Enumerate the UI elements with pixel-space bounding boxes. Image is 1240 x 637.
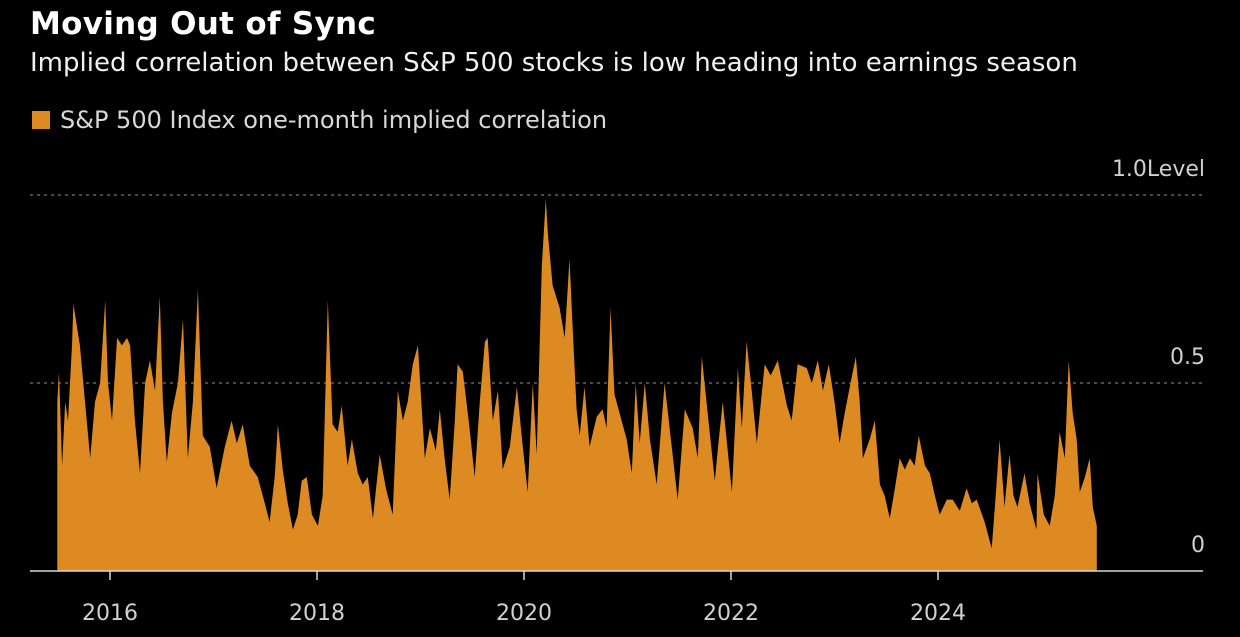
series-area bbox=[57, 198, 1097, 572]
x-tick-label: 2024 bbox=[910, 601, 966, 626]
x-tick-label: 2020 bbox=[496, 601, 552, 626]
x-tick-label: 2016 bbox=[82, 601, 138, 626]
legend-swatch bbox=[32, 111, 50, 129]
y-tick-label: 1.0Level bbox=[1112, 157, 1205, 182]
y-tick-label: 0 bbox=[1191, 533, 1205, 558]
legend-label: S&P 500 Index one-month implied correlat… bbox=[60, 106, 608, 134]
legend: S&P 500 Index one-month implied correlat… bbox=[32, 106, 607, 134]
x-tick-label: 2018 bbox=[289, 601, 345, 626]
y-tick-label: 0.5 bbox=[1170, 345, 1205, 370]
chart-subtitle: Implied correlation between S&P 500 stoc… bbox=[30, 48, 1078, 78]
x-tick-label: 2022 bbox=[703, 601, 759, 626]
chart-title: Moving Out of Sync bbox=[30, 6, 377, 42]
